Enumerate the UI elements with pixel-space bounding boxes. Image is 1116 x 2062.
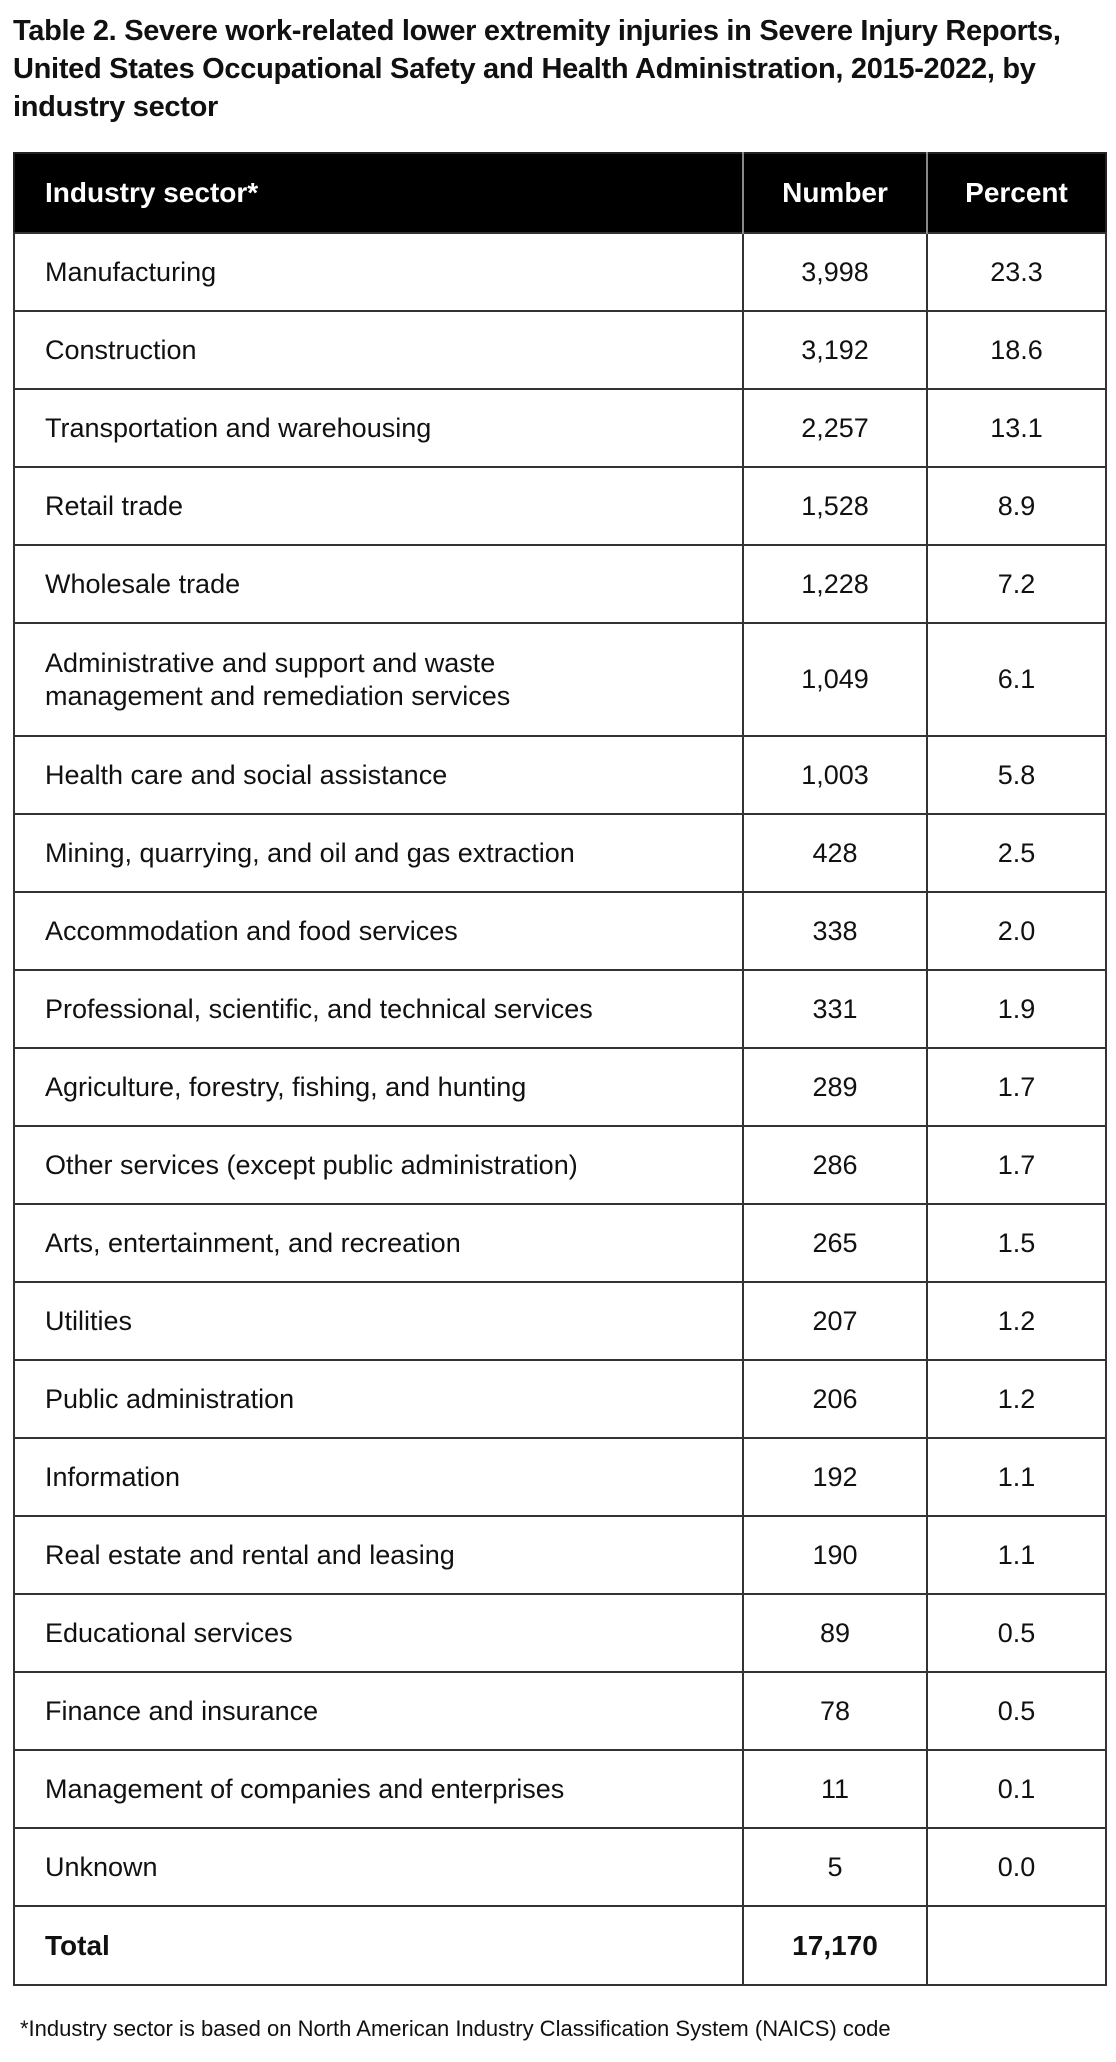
sector-cell: Mining, quarrying, and oil and gas extra… — [13, 813, 744, 893]
number-cell: 338 — [742, 891, 928, 971]
sector-cell: Finance and insurance — [13, 1671, 744, 1751]
number-cell: 1,528 — [742, 466, 928, 546]
header-percent: Percent — [926, 153, 1106, 233]
sector-cell: Retail trade — [13, 466, 744, 546]
percent-cell: 1.7 — [926, 1047, 1107, 1127]
total-percent — [926, 1905, 1107, 1986]
table-row: Professional, scientific, and technical … — [13, 969, 1107, 1049]
sector-cell: Utilities — [13, 1281, 744, 1361]
sector-cell: Health care and social assistance — [13, 735, 744, 815]
footnote: *Industry sector is based on North Ameri… — [20, 2016, 891, 2041]
sector-cell: Management of companies and enterprises — [13, 1749, 744, 1829]
sector-cell: Construction — [13, 310, 744, 390]
number-cell: 1,228 — [742, 544, 928, 624]
number-cell: 1,049 — [742, 622, 928, 737]
percent-cell: 1.2 — [926, 1359, 1107, 1439]
sector-cell: Educational services — [13, 1593, 744, 1673]
percent-cell: 7.2 — [926, 544, 1107, 624]
number-cell: 331 — [742, 969, 928, 1049]
percent-cell: 0.0 — [926, 1827, 1107, 1907]
sector-cell: Transportation and warehousing — [13, 388, 744, 468]
total-number: 17,170 — [742, 1905, 928, 1986]
number-cell: 428 — [742, 813, 928, 893]
number-cell: 11 — [742, 1749, 928, 1829]
number-cell: 3,192 — [742, 310, 928, 390]
table-title: Table 2. Severe work-related lower extre… — [13, 15, 1061, 123]
percent-cell: 1.1 — [926, 1437, 1107, 1517]
table-row: Unknown 5 0.0 — [13, 1827, 1107, 1907]
table-row: Other services (except public administra… — [13, 1125, 1107, 1205]
percent-cell: 0.5 — [926, 1593, 1107, 1673]
sector-cell: Information — [13, 1437, 744, 1517]
table-row: Agriculture, forestry, fishing, and hunt… — [13, 1047, 1107, 1127]
number-cell: 89 — [742, 1593, 928, 1673]
sector-cell: Other services (except public administra… — [13, 1125, 744, 1205]
table-row: Construction 3,192 18.6 — [13, 310, 1107, 390]
number-cell: 78 — [742, 1671, 928, 1751]
table-row: Mining, quarrying, and oil and gas extra… — [13, 813, 1107, 893]
number-cell: 192 — [742, 1437, 928, 1517]
percent-cell: 13.1 — [926, 388, 1107, 468]
percent-cell: 1.5 — [926, 1203, 1107, 1283]
table-row: Accommodation and food services 338 2.0 — [13, 891, 1107, 971]
table-row: Arts, entertainment, and recreation 265 1.… — [13, 1203, 1107, 1283]
percent-cell: 0.1 — [926, 1749, 1107, 1829]
number-cell: 207 — [742, 1281, 928, 1361]
table-row: Administrative and support and waste mana… — [13, 622, 1107, 737]
table-row: Manufacturing 3,998 23.3 — [13, 232, 1107, 312]
number-cell: 206 — [742, 1359, 928, 1439]
sector-cell: Public administration — [13, 1359, 744, 1439]
total-label: Total — [13, 1905, 744, 1986]
table-row: Information 192 1.1 — [13, 1437, 1107, 1517]
table-row: Management of companies and enterprises 1… — [13, 1749, 1107, 1829]
percent-cell: 6.1 — [926, 622, 1107, 737]
table-row: Retail trade 1,528 8.9 — [13, 466, 1107, 546]
number-cell: 3,998 — [742, 232, 928, 312]
table-row: Wholesale trade 1,228 7.2 — [13, 544, 1107, 624]
header-sector: Industry sector* — [14, 153, 743, 233]
percent-cell: 8.9 — [926, 466, 1107, 546]
percent-cell: 2.0 — [926, 891, 1107, 971]
table-row: Utilities 207 1.2 — [13, 1281, 1107, 1361]
sector-cell: Unknown — [13, 1827, 744, 1907]
table-row: Real estate and rental and leasing 190 1.1 — [13, 1515, 1107, 1595]
number-cell: 286 — [742, 1125, 928, 1205]
table-row: Educational services 89 0.5 — [13, 1593, 1107, 1673]
sector-cell: Administrative and support and waste mana… — [13, 622, 744, 737]
sector-cell: Real estate and rental and leasing — [13, 1515, 744, 1595]
header-row: Industry sector* Number Percent — [14, 153, 1106, 233]
percent-cell: 23.3 — [926, 232, 1107, 312]
percent-cell: 5.8 — [926, 735, 1107, 815]
number-cell: 5 — [742, 1827, 928, 1907]
sector-cell: Agriculture, forestry, fishing, and hunt… — [13, 1047, 744, 1127]
table-row: Finance and insurance 78 0.5 — [13, 1671, 1107, 1751]
number-cell: 1,003 — [742, 735, 928, 815]
sector-cell: Wholesale trade — [13, 544, 744, 624]
table-row: Health care and social assistance 1,003 5.… — [13, 735, 1107, 815]
percent-cell: 18.6 — [926, 310, 1107, 390]
total-row: Total 17,170 — [13, 1905, 1107, 1986]
table-row: Transportation and warehousing 2,257 13.1 — [13, 388, 1107, 468]
number-cell: 2,257 — [742, 388, 928, 468]
sector-cell: Arts, entertainment, and recreation — [13, 1203, 744, 1283]
sector-cell: Professional, scientific, and technical … — [13, 969, 744, 1049]
number-cell: 265 — [742, 1203, 928, 1283]
injury-table: Industry sector* Number Percent Manufact… — [13, 152, 1107, 1986]
sector-cell: Accommodation and food services — [13, 891, 744, 971]
percent-cell: 1.2 — [926, 1281, 1107, 1361]
percent-cell: 0.5 — [926, 1671, 1107, 1751]
percent-cell: 1.7 — [926, 1125, 1107, 1205]
table-row: Public administration 206 1.2 — [13, 1359, 1107, 1439]
percent-cell: 1.1 — [926, 1515, 1107, 1595]
percent-cell: 2.5 — [926, 813, 1107, 893]
header-number: Number — [742, 153, 927, 233]
number-cell: 190 — [742, 1515, 928, 1595]
percent-cell: 1.9 — [926, 969, 1107, 1049]
sector-cell: Manufacturing — [13, 232, 744, 312]
number-cell: 289 — [742, 1047, 928, 1127]
